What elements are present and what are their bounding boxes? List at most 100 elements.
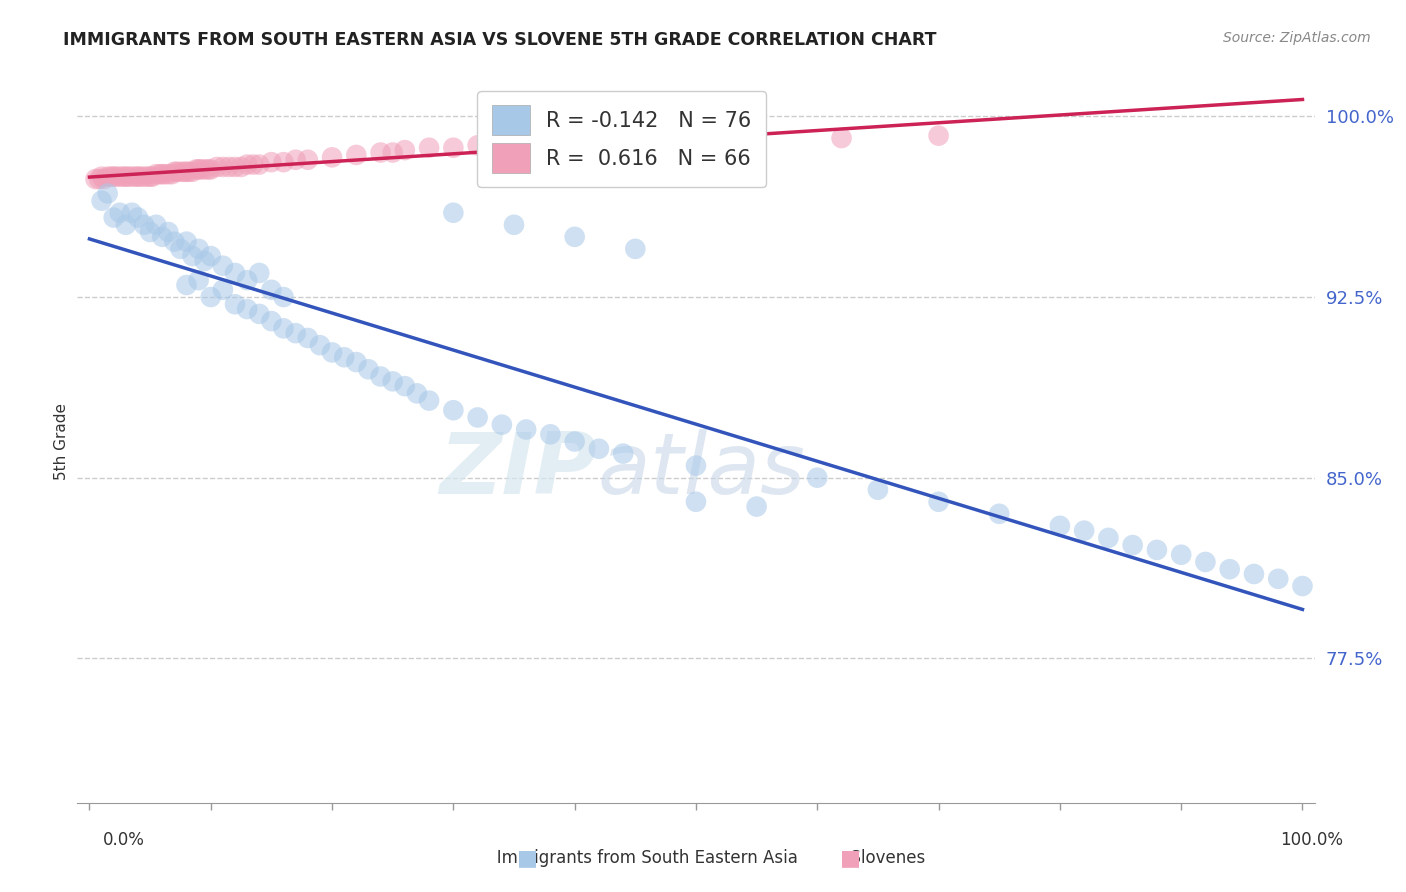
Point (564, 230, 586, 244)
Point (200, 249, 222, 263)
Point (187, 242, 209, 256)
Point (806, 471, 828, 485)
Text: Immigrants from South Eastern Asia          Slovenes: Immigrants from South Eastern Asia Slove… (481, 849, 925, 867)
Point (247, 266, 270, 280)
Point (112, 169, 135, 184)
Point (1097, 531, 1119, 545)
Point (344, 355, 367, 369)
Point (988, 507, 1011, 521)
Point (108, 169, 131, 184)
Point (181, 165, 204, 179)
Point (321, 150, 343, 164)
Point (491, 138, 513, 153)
Point (321, 345, 343, 359)
Point (624, 242, 647, 256)
Point (139, 169, 162, 184)
Point (831, 131, 853, 145)
Point (564, 434, 586, 449)
Point (273, 155, 295, 169)
Point (260, 314, 283, 328)
Point (121, 206, 143, 220)
Point (89, 172, 111, 186)
Point (157, 225, 180, 239)
Point (273, 290, 295, 304)
Point (177, 165, 200, 179)
Point (115, 169, 138, 184)
Point (242, 158, 264, 172)
Point (273, 321, 295, 335)
Point (928, 494, 950, 508)
Point (160, 167, 183, 181)
Point (205, 160, 228, 174)
Text: 100.0%: 100.0% (1279, 831, 1343, 849)
Point (1122, 538, 1144, 552)
Point (197, 162, 219, 177)
Point (503, 218, 526, 232)
Point (612, 446, 634, 460)
Point (441, 141, 464, 155)
Point (136, 169, 159, 184)
Point (190, 162, 212, 177)
Text: Source: ZipAtlas.com: Source: ZipAtlas.com (1223, 31, 1371, 45)
Point (224, 160, 246, 174)
Point (194, 254, 217, 268)
Point (200, 162, 222, 177)
Point (538, 136, 561, 150)
Point (588, 136, 610, 150)
Point (145, 218, 167, 232)
Point (115, 218, 138, 232)
Point (105, 169, 128, 184)
Point (418, 393, 440, 408)
Point (685, 458, 707, 473)
Point (1170, 548, 1192, 562)
Point (441, 206, 464, 220)
Point (357, 362, 380, 376)
Point (121, 169, 143, 184)
Point (224, 266, 246, 280)
Point (93, 172, 115, 186)
Point (247, 158, 270, 172)
Point (1146, 543, 1168, 558)
Point (370, 369, 392, 384)
Point (124, 169, 146, 184)
Point (169, 242, 191, 256)
Point (260, 283, 283, 297)
Point (129, 169, 152, 184)
Point (100, 169, 122, 184)
Text: ■: ■ (517, 848, 537, 868)
Point (344, 148, 367, 162)
Point (139, 225, 162, 239)
Point (224, 297, 246, 311)
Text: ■: ■ (841, 848, 860, 868)
Point (186, 162, 208, 177)
Point (467, 138, 489, 153)
Point (1049, 519, 1071, 533)
Point (370, 145, 392, 160)
Point (141, 169, 163, 184)
Point (157, 167, 180, 181)
Point (150, 230, 173, 244)
Point (84, 172, 107, 186)
Point (928, 128, 950, 143)
Point (1219, 562, 1241, 576)
Point (176, 165, 198, 179)
Text: IMMIGRANTS FROM SOUTH EASTERN ASIA VS SLOVENE 5TH GRADE CORRELATION CHART: IMMIGRANTS FROM SOUTH EASTERN ASIA VS SL… (63, 31, 936, 49)
Point (90, 169, 112, 184)
Point (218, 160, 240, 174)
Point (153, 167, 176, 181)
Point (173, 165, 195, 179)
Point (176, 277, 198, 292)
Text: atlas: atlas (598, 429, 806, 512)
Point (132, 218, 155, 232)
Point (236, 301, 259, 317)
Point (588, 442, 610, 456)
Point (149, 167, 172, 181)
Text: ZIP: ZIP (439, 429, 598, 512)
Point (745, 500, 768, 514)
Point (1243, 567, 1265, 582)
Point (108, 206, 131, 220)
Point (181, 249, 204, 263)
Point (515, 423, 537, 437)
Point (467, 410, 489, 425)
Point (229, 160, 252, 174)
